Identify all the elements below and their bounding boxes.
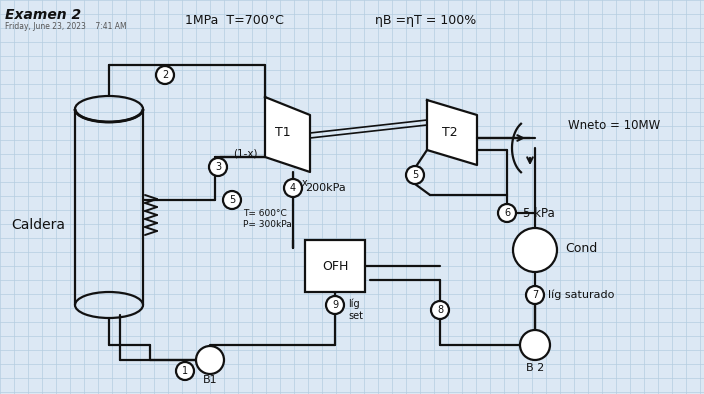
- Circle shape: [406, 166, 424, 184]
- Text: líg
set: líg set: [348, 299, 363, 321]
- Text: (1-x): (1-x): [233, 148, 258, 158]
- Circle shape: [326, 296, 344, 314]
- Text: 3: 3: [215, 162, 221, 172]
- Text: 5: 5: [412, 170, 418, 180]
- Text: líg saturado: líg saturado: [548, 290, 615, 300]
- Text: Friday, June 23, 2023    7:41 AM: Friday, June 23, 2023 7:41 AM: [5, 22, 127, 31]
- Text: B 2: B 2: [526, 363, 544, 373]
- Text: 2: 2: [162, 70, 168, 80]
- Text: T1: T1: [275, 126, 291, 139]
- Text: B1: B1: [203, 375, 218, 385]
- Text: 1: 1: [182, 366, 188, 376]
- Text: 5: 5: [229, 195, 235, 205]
- Circle shape: [156, 66, 174, 84]
- Circle shape: [498, 204, 516, 222]
- Text: 7: 7: [532, 290, 538, 300]
- Circle shape: [209, 158, 227, 176]
- Text: ηB =ηT = 100%: ηB =ηT = 100%: [375, 14, 476, 27]
- Text: T2: T2: [442, 126, 458, 139]
- Circle shape: [284, 179, 302, 197]
- Text: 9: 9: [332, 300, 338, 310]
- Text: Caldera: Caldera: [11, 218, 65, 232]
- Circle shape: [176, 362, 194, 380]
- Circle shape: [513, 228, 557, 272]
- Text: T= 600°C: T= 600°C: [243, 208, 287, 217]
- Bar: [305, 240, 365, 292]
- Text: 1MPa  T=700°C: 1MPa T=700°C: [185, 14, 284, 27]
- Circle shape: [431, 301, 449, 319]
- Text: x: x: [302, 178, 308, 188]
- Text: P= 300kPa: P= 300kPa: [243, 219, 291, 229]
- Polygon shape: [427, 100, 477, 165]
- Text: 6: 6: [504, 208, 510, 218]
- Text: 200kPa: 200kPa: [305, 183, 346, 193]
- Text: 8: 8: [437, 305, 443, 315]
- Polygon shape: [265, 97, 310, 172]
- Circle shape: [196, 346, 224, 374]
- Text: Wneto = 10MW: Wneto = 10MW: [568, 119, 660, 132]
- Circle shape: [520, 330, 550, 360]
- Text: 4: 4: [290, 183, 296, 193]
- Circle shape: [526, 286, 544, 304]
- Text: 5 kPa: 5 kPa: [523, 206, 555, 219]
- Text: Cond: Cond: [565, 242, 597, 255]
- Circle shape: [223, 191, 241, 209]
- Text: OFH: OFH: [322, 260, 348, 273]
- Text: Examen 2: Examen 2: [5, 8, 81, 22]
